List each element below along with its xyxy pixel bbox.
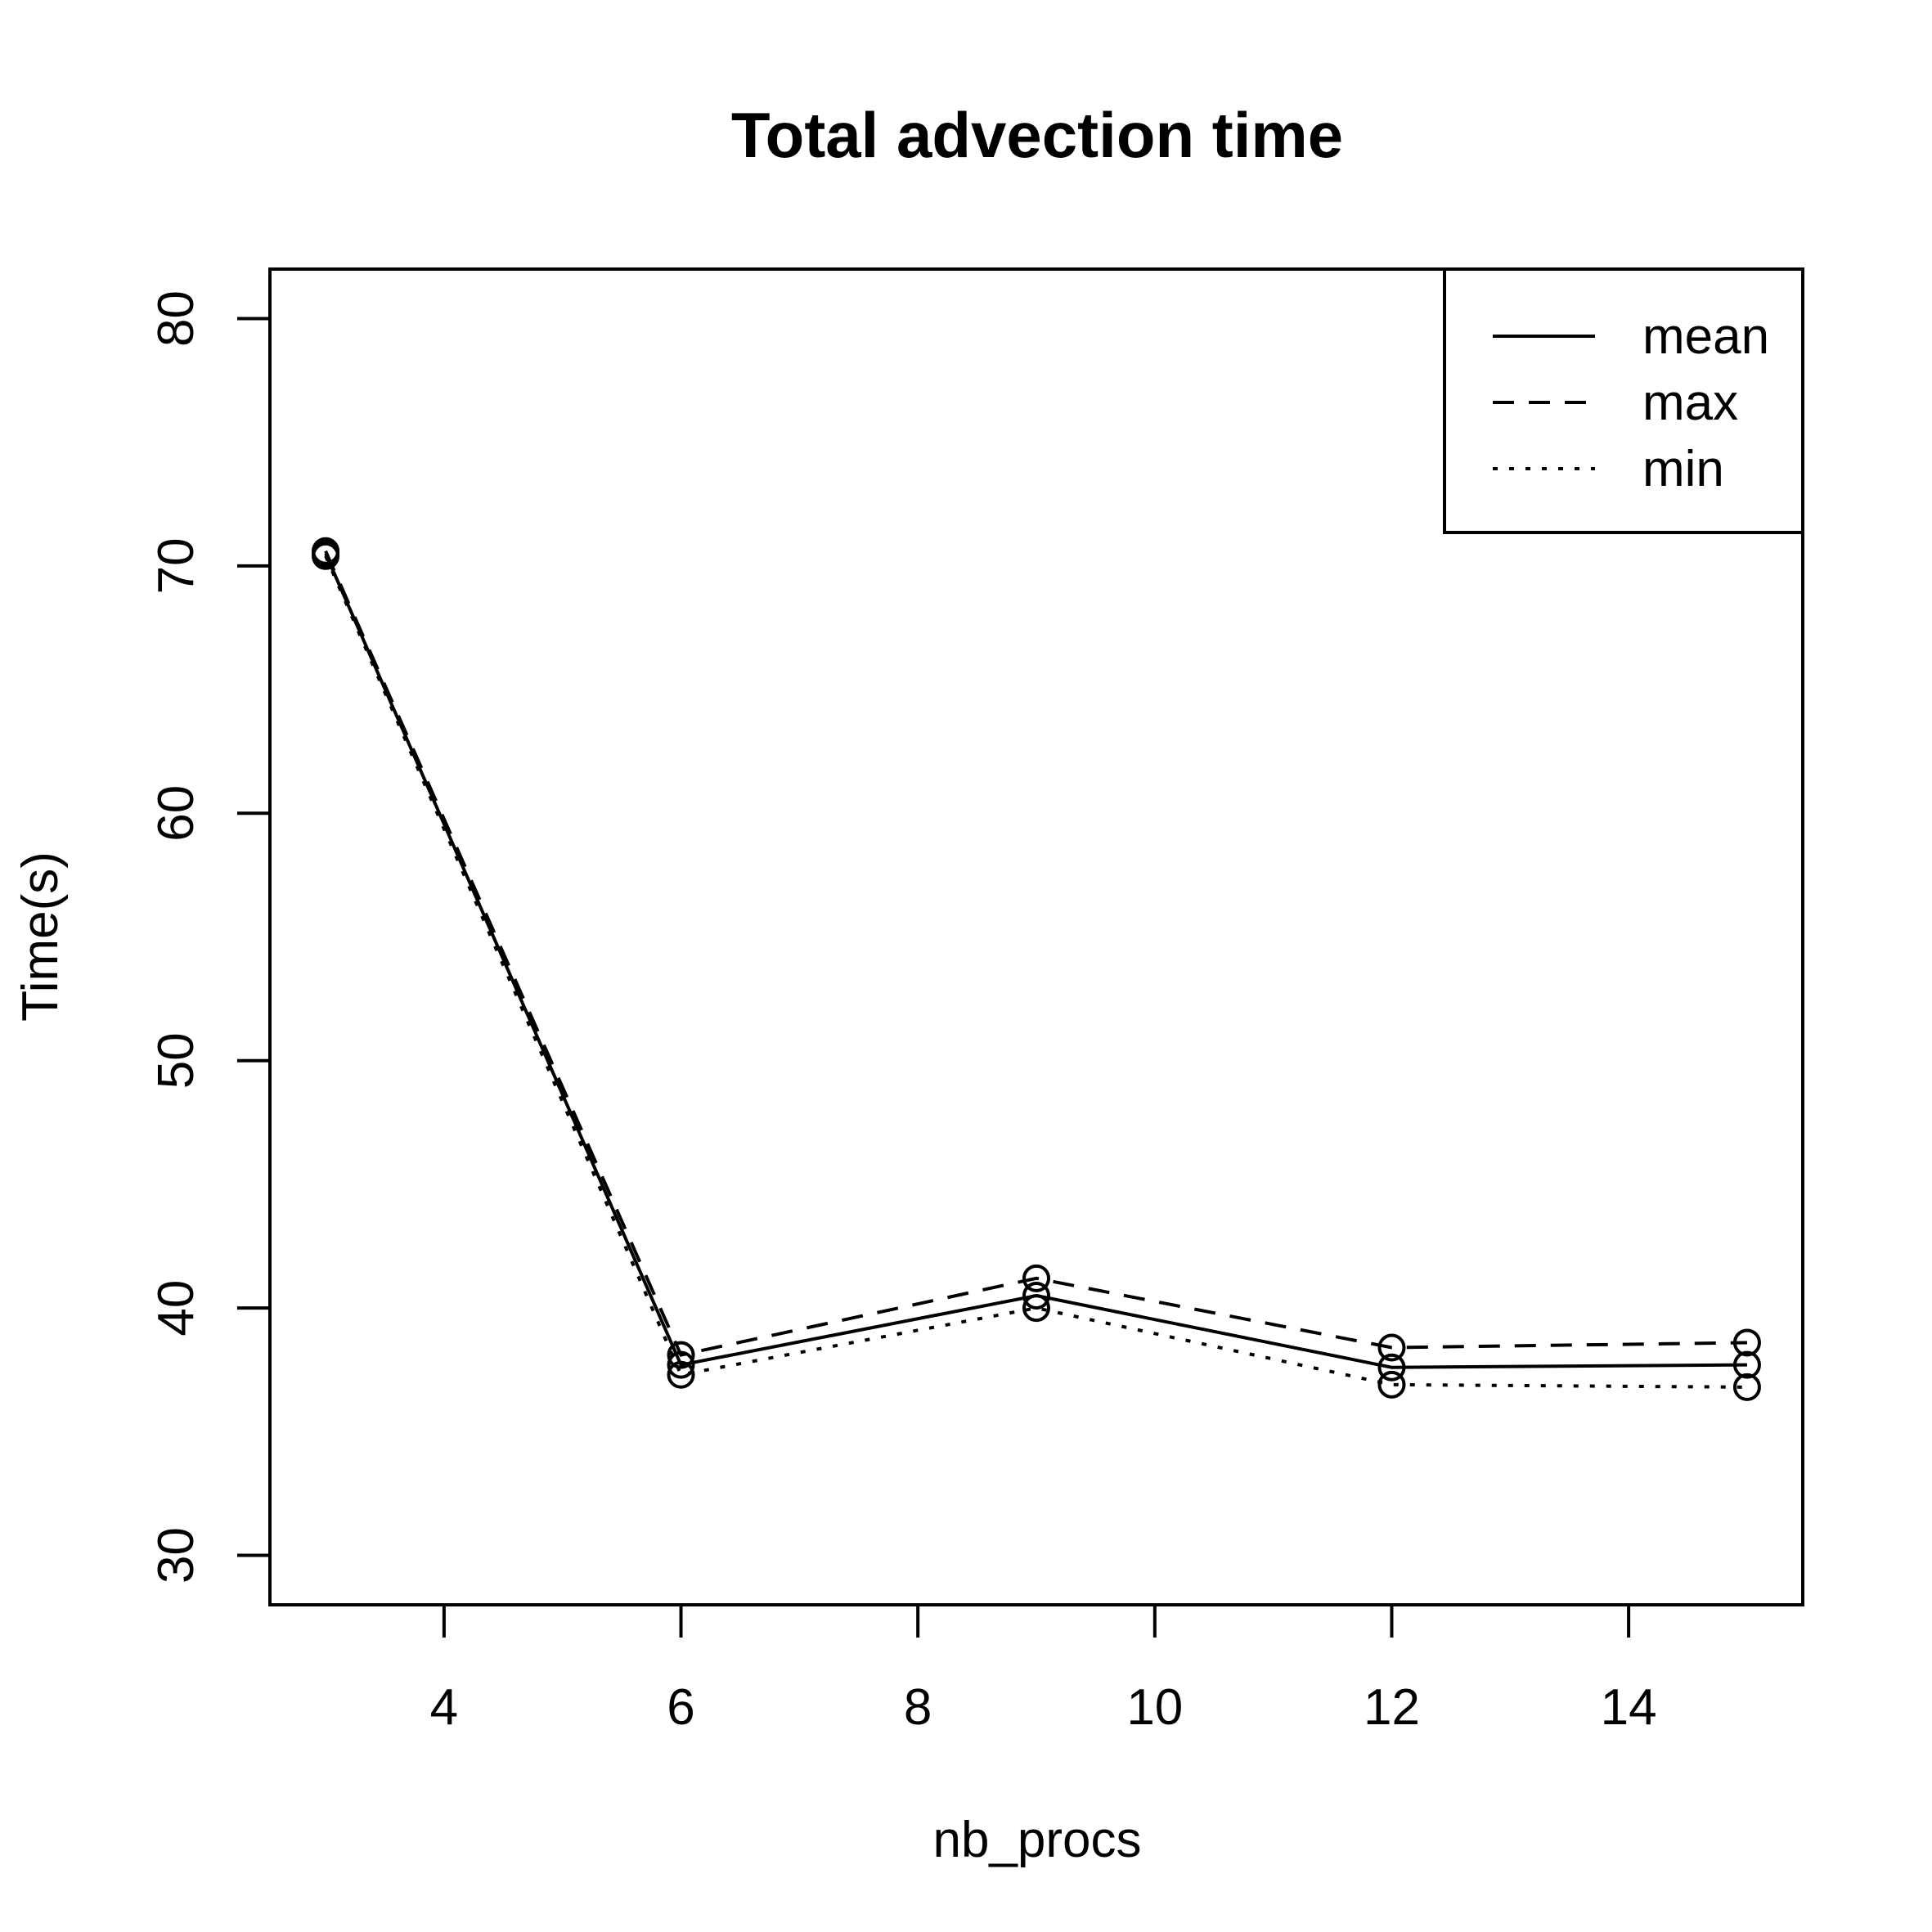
x-tick-label: 6 — [667, 1679, 694, 1736]
y-tick-label: 80 — [148, 290, 204, 347]
x-tick-label: 4 — [430, 1679, 458, 1736]
series-line-max — [324, 550, 1747, 1357]
series-layer — [312, 537, 1761, 1401]
data-point-mean — [1022, 1281, 1050, 1310]
y-tick-label: 60 — [148, 785, 204, 842]
legend-label-max: max — [1642, 375, 1738, 431]
legend-label-mean: mean — [1642, 308, 1769, 365]
series-line-mean — [324, 552, 1747, 1369]
data-point-min — [312, 541, 340, 570]
x-tick-label: 12 — [1364, 1679, 1420, 1736]
x-tick-label: 8 — [904, 1679, 932, 1736]
legend-label-min: min — [1642, 441, 1724, 497]
y-axis: 30 40 50 60 70 80 — [148, 290, 272, 1584]
x-tick-label: 14 — [1601, 1679, 1657, 1736]
x-axis: 4 6 8 10 12 14 — [430, 1603, 1657, 1736]
y-tick-label: 40 — [148, 1280, 204, 1337]
x-axis-label: nb_procs — [932, 1812, 1141, 1868]
data-point-max — [667, 1341, 695, 1369]
series-min — [312, 541, 1761, 1401]
series-max — [312, 537, 1761, 1369]
data-point-min — [1022, 1294, 1050, 1323]
data-point-max — [1022, 1264, 1050, 1292]
legend: mean max min — [1443, 267, 1804, 534]
y-tick-label: 70 — [148, 537, 204, 594]
x-tick-label: 10 — [1126, 1679, 1183, 1736]
y-tick-label: 50 — [148, 1032, 204, 1089]
y-tick-label: 30 — [148, 1527, 204, 1584]
chart-title: Total advection time — [731, 99, 1343, 171]
y-axis-label: Time(s) — [12, 851, 69, 1022]
series-line-min — [324, 555, 1747, 1389]
data-point-max — [1377, 1333, 1406, 1362]
data-point-mean — [1732, 1350, 1761, 1379]
data-point-min — [667, 1360, 695, 1389]
data-point-max — [1732, 1328, 1761, 1357]
data-point-min — [1377, 1370, 1406, 1399]
data-point-mean — [1377, 1353, 1406, 1382]
data-point-min — [1732, 1373, 1761, 1401]
series-mean — [312, 539, 1761, 1382]
